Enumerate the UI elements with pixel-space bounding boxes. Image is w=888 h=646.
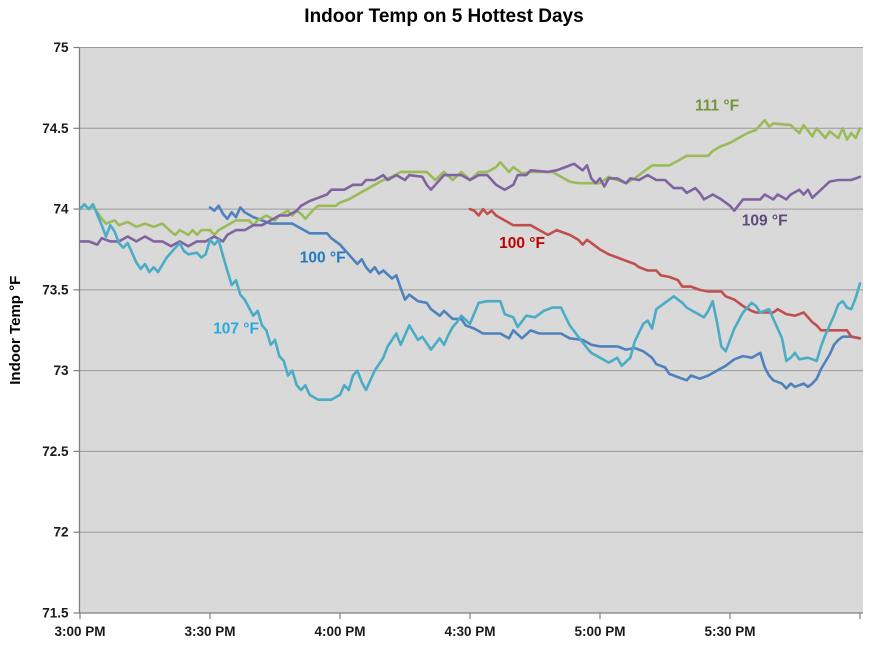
series-line xyxy=(79,202,862,402)
y-tick-label: 72 xyxy=(53,525,68,540)
series-line xyxy=(468,207,862,340)
y-axis-title: Indoor Temp °F xyxy=(7,276,24,385)
series-label: 100 °F xyxy=(499,235,545,252)
x-tick-label: 4:00 PM xyxy=(314,624,365,639)
y-tick-label: 74 xyxy=(53,202,69,217)
y-tick-label: 71.5 xyxy=(42,606,69,621)
y-tick-label: 72.5 xyxy=(42,444,69,459)
chart-title: Indoor Temp on 5 Hottest Days xyxy=(304,6,584,27)
y-tick-label: 73.5 xyxy=(42,282,69,297)
x-tick-label: 3:00 PM xyxy=(54,624,105,639)
y-tick-label: 73 xyxy=(53,363,69,378)
series-line xyxy=(79,118,862,237)
series-label: 100 °F xyxy=(300,250,346,267)
y-tick-label: 74.5 xyxy=(42,121,69,136)
x-tick-label: 5:00 PM xyxy=(574,624,625,639)
series-label: 111 °F xyxy=(695,98,739,115)
series-line xyxy=(208,204,862,390)
series-label: 109 °F xyxy=(742,212,788,229)
plot-area xyxy=(79,47,863,613)
x-tick-label: 5:30 PM xyxy=(704,624,755,639)
x-tick-label: 3:30 PM xyxy=(184,624,235,639)
series-line xyxy=(79,162,862,248)
y-tick-label: 75 xyxy=(53,40,69,55)
series-label: 107 °F xyxy=(213,321,259,338)
x-tick-label: 4:30 PM xyxy=(444,624,495,639)
